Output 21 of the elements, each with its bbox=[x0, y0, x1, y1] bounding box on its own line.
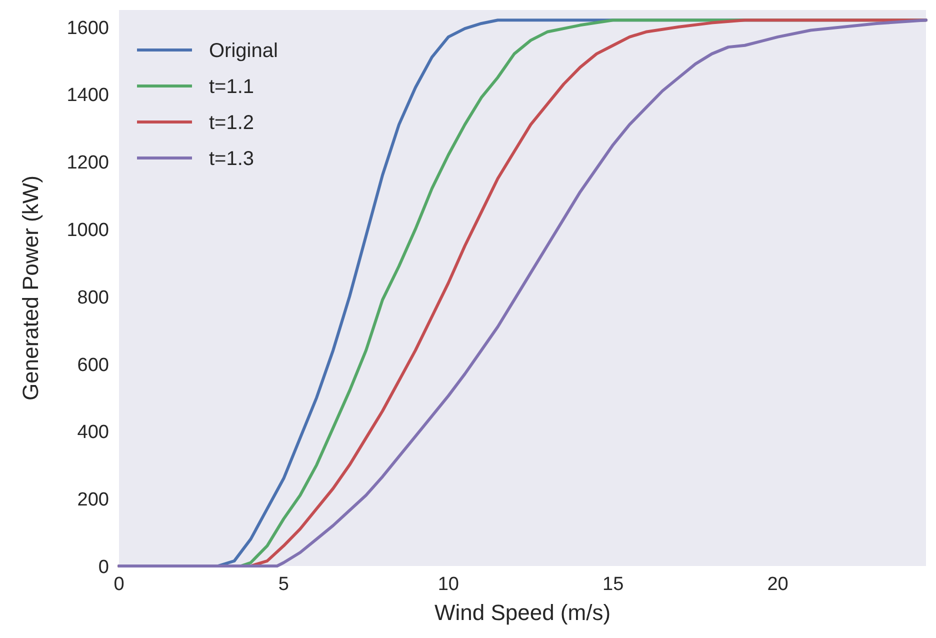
legend-label: t=1.3 bbox=[209, 148, 254, 170]
legend-label: t=1.2 bbox=[209, 112, 254, 134]
y-tick-label: 400 bbox=[77, 422, 109, 444]
x-tick-label: 0 bbox=[114, 574, 124, 595]
x-axis-title: Wind Speed (m/s) bbox=[434, 600, 611, 625]
x-tick-label: 10 bbox=[438, 574, 459, 595]
x-tick-label: 15 bbox=[602, 574, 624, 595]
y-tick-label: 0 bbox=[98, 557, 109, 578]
legend-label: t=1.1 bbox=[209, 76, 254, 98]
legend-label: Original bbox=[209, 40, 278, 62]
y-tick-label: 1200 bbox=[66, 152, 109, 174]
y-tick-label: 1400 bbox=[66, 85, 109, 106]
y-axis-title: Generated Power (kW) bbox=[18, 176, 43, 400]
y-tick-label: 600 bbox=[77, 354, 109, 376]
y-tick-label: 800 bbox=[77, 287, 109, 308]
y-tick-label: 1000 bbox=[66, 220, 109, 242]
x-tick-label: 5 bbox=[278, 574, 289, 595]
y-tick-label: 200 bbox=[77, 490, 109, 511]
line-series bbox=[118, 18, 928, 568]
y-tick-label: 1600 bbox=[66, 18, 109, 39]
x-tick-label: 20 bbox=[767, 574, 788, 595]
